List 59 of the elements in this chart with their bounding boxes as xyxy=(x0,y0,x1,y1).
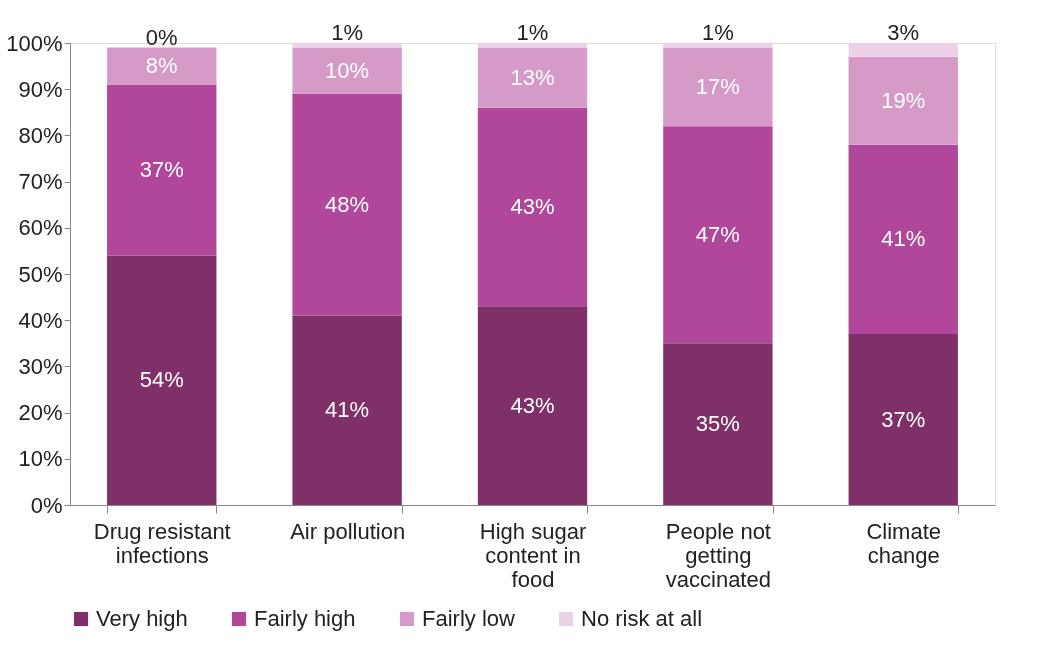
data-label: 35% xyxy=(695,411,740,437)
bar xyxy=(107,47,217,85)
y-tick-label: 50% xyxy=(18,261,63,287)
x-tick-label: Drug resistant infections xyxy=(93,518,231,568)
legend-label: Fairly low xyxy=(422,606,516,631)
data-label: 43% xyxy=(510,194,555,220)
y-tick-label: 20% xyxy=(18,400,63,426)
data-label: 43% xyxy=(510,392,555,418)
bar xyxy=(107,84,217,256)
data-label: 37% xyxy=(881,406,926,432)
data-label: 48% xyxy=(325,191,370,217)
bar xyxy=(477,306,588,505)
legend-label: Fairly high xyxy=(254,606,356,631)
data-label: 10% xyxy=(325,57,370,83)
y-tick-label: 100% xyxy=(6,30,63,56)
data-label: 17% xyxy=(695,73,740,99)
bar xyxy=(848,43,958,57)
bar xyxy=(477,47,588,108)
x-tick-label: Air pollution xyxy=(290,518,406,544)
y-tick-label: 40% xyxy=(18,307,63,333)
y-tick-label: 30% xyxy=(18,353,63,379)
data-label: 41% xyxy=(881,226,926,252)
bar xyxy=(848,334,958,505)
bar xyxy=(292,43,402,48)
x-tick-label: Climate change xyxy=(866,518,942,568)
bar xyxy=(292,47,402,94)
bar xyxy=(848,56,958,145)
bar xyxy=(663,47,773,127)
data-label: 19% xyxy=(881,87,926,113)
bar xyxy=(663,43,773,48)
data-label: 1% xyxy=(516,20,549,45)
data-label: 0% xyxy=(145,24,178,50)
y-tick-label: 70% xyxy=(18,169,63,195)
x-tick-label: High sugar content in food xyxy=(479,518,587,592)
legend-label: No risk at all xyxy=(581,606,703,631)
data-label: 3% xyxy=(887,20,920,45)
data-label: 54% xyxy=(139,367,184,393)
x-tick-label: People not getting vaccinated xyxy=(665,518,771,592)
data-label: 37% xyxy=(139,157,184,183)
data-label: 1% xyxy=(701,20,734,45)
bar xyxy=(663,126,773,344)
y-tick-label: 60% xyxy=(18,215,63,241)
data-label: 13% xyxy=(510,64,555,90)
data-label: 8% xyxy=(145,53,178,79)
bar xyxy=(107,255,217,505)
y-tick-label: 10% xyxy=(18,446,63,472)
bar xyxy=(663,343,773,505)
legend-label: Very high xyxy=(96,606,188,631)
y-tick-label: 90% xyxy=(18,76,63,102)
y-tick-label: 80% xyxy=(18,122,63,148)
y-tick-label: 0% xyxy=(30,492,63,518)
bar xyxy=(477,43,588,48)
bar xyxy=(292,315,402,505)
bar xyxy=(477,107,588,307)
data-label: 1% xyxy=(331,20,364,45)
bar xyxy=(848,144,958,335)
bar xyxy=(292,93,402,316)
data-label: 47% xyxy=(695,221,740,247)
data-label: 41% xyxy=(325,397,370,423)
